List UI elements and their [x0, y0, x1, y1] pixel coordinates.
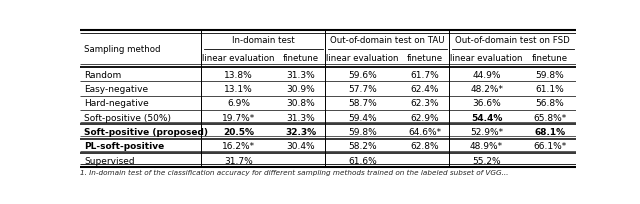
Text: 44.9%: 44.9%: [472, 70, 501, 79]
Text: 13.1%: 13.1%: [224, 85, 253, 93]
Text: Random: Random: [84, 70, 121, 79]
Text: Out-of-domain test on FSD: Out-of-domain test on FSD: [455, 35, 570, 44]
Text: 59.6%: 59.6%: [348, 70, 377, 79]
Text: 62.8%: 62.8%: [410, 142, 439, 151]
Text: 56.8%: 56.8%: [536, 99, 564, 108]
Text: 30.8%: 30.8%: [286, 99, 315, 108]
Text: 1. In-domain test of the classification accuracy for different sampling methods : 1. In-domain test of the classification …: [80, 169, 508, 175]
Text: 19.7%*: 19.7%*: [222, 113, 255, 122]
Text: 58.7%: 58.7%: [348, 99, 377, 108]
Text: linear evaluation: linear evaluation: [202, 54, 275, 63]
Text: linear evaluation: linear evaluation: [326, 54, 399, 63]
Text: 64.6%*: 64.6%*: [408, 127, 441, 136]
Text: Supervised: Supervised: [84, 156, 134, 165]
Text: 59.4%: 59.4%: [348, 113, 377, 122]
Text: 20.5%: 20.5%: [223, 127, 254, 136]
Text: Hard-negative: Hard-negative: [84, 99, 148, 108]
Text: Soft-positive (proposed): Soft-positive (proposed): [84, 127, 208, 136]
Text: 68.1%: 68.1%: [534, 127, 566, 136]
Text: 31.7%: 31.7%: [224, 156, 253, 165]
Text: 62.9%: 62.9%: [410, 113, 439, 122]
Text: 62.4%: 62.4%: [410, 85, 439, 93]
Text: 30.4%: 30.4%: [286, 142, 315, 151]
Text: 66.1%*: 66.1%*: [533, 142, 566, 151]
Text: 48.2%*: 48.2%*: [470, 85, 503, 93]
Text: 16.2%*: 16.2%*: [222, 142, 255, 151]
Text: linear evaluation: linear evaluation: [451, 54, 523, 63]
Text: 61.1%: 61.1%: [536, 85, 564, 93]
Text: Sampling method: Sampling method: [84, 45, 161, 54]
Text: 62.3%: 62.3%: [410, 99, 439, 108]
Text: 59.8%: 59.8%: [348, 127, 377, 136]
Text: 6.9%: 6.9%: [227, 99, 250, 108]
Text: 61.6%: 61.6%: [348, 156, 377, 165]
Text: 61.7%: 61.7%: [410, 70, 439, 79]
Text: 32.3%: 32.3%: [285, 127, 316, 136]
Text: Out-of-domain test on TAU: Out-of-domain test on TAU: [330, 35, 444, 44]
Text: 31.3%: 31.3%: [286, 70, 315, 79]
Text: 65.8%*: 65.8%*: [533, 113, 566, 122]
Text: 48.9%*: 48.9%*: [470, 142, 503, 151]
Text: 59.8%: 59.8%: [536, 70, 564, 79]
Text: 52.9%*: 52.9%*: [470, 127, 503, 136]
Text: In-domain test: In-domain test: [232, 35, 294, 44]
Text: 30.9%: 30.9%: [286, 85, 315, 93]
Text: 58.2%: 58.2%: [348, 142, 377, 151]
Text: finetune: finetune: [406, 54, 443, 63]
Text: 57.7%: 57.7%: [348, 85, 377, 93]
Text: 13.8%: 13.8%: [224, 70, 253, 79]
Text: 54.4%: 54.4%: [471, 113, 502, 122]
Text: 55.2%: 55.2%: [472, 156, 501, 165]
Text: Easy-negative: Easy-negative: [84, 85, 148, 93]
Text: Soft-positive (50%): Soft-positive (50%): [84, 113, 171, 122]
Text: 36.6%: 36.6%: [472, 99, 501, 108]
Text: 31.3%: 31.3%: [286, 113, 315, 122]
Text: PL-soft-positive: PL-soft-positive: [84, 142, 164, 151]
Text: finetune: finetune: [282, 54, 319, 63]
Text: finetune: finetune: [532, 54, 568, 63]
